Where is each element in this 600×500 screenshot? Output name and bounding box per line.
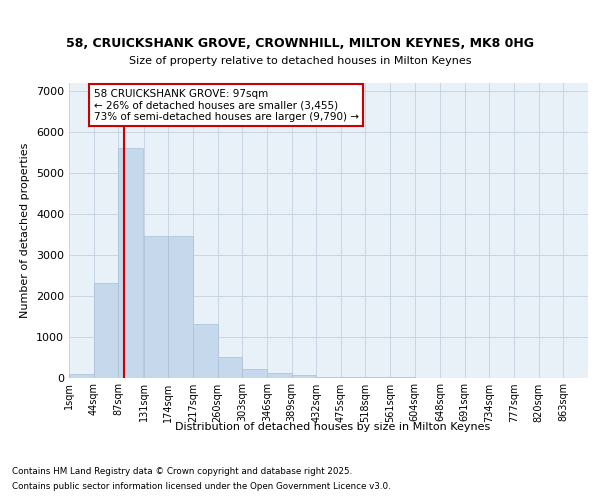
Text: 58 CRUICKSHANK GROVE: 97sqm
← 26% of detached houses are smaller (3,455)
73% of : 58 CRUICKSHANK GROVE: 97sqm ← 26% of det… [94,88,359,122]
Text: Contains HM Land Registry data © Crown copyright and database right 2025.: Contains HM Land Registry data © Crown c… [12,467,352,476]
Bar [69,374,94,378]
Y-axis label: Number of detached properties: Number of detached properties [20,142,31,318]
Bar [193,324,218,378]
Bar [267,374,292,378]
Text: Distribution of detached houses by size in Milton Keynes: Distribution of detached houses by size … [175,422,491,432]
Bar [143,236,168,378]
Text: 58, CRUICKSHANK GROVE, CROWNHILL, MILTON KEYNES, MK8 0HG: 58, CRUICKSHANK GROVE, CROWNHILL, MILTON… [66,37,534,50]
Bar [118,148,143,378]
Bar [292,376,316,378]
Text: Size of property relative to detached houses in Milton Keynes: Size of property relative to detached ho… [129,56,471,66]
Bar [242,370,267,378]
Text: Contains public sector information licensed under the Open Government Licence v3: Contains public sector information licen… [12,482,391,491]
Bar [94,284,118,378]
Bar [218,357,242,378]
Bar [168,236,193,378]
